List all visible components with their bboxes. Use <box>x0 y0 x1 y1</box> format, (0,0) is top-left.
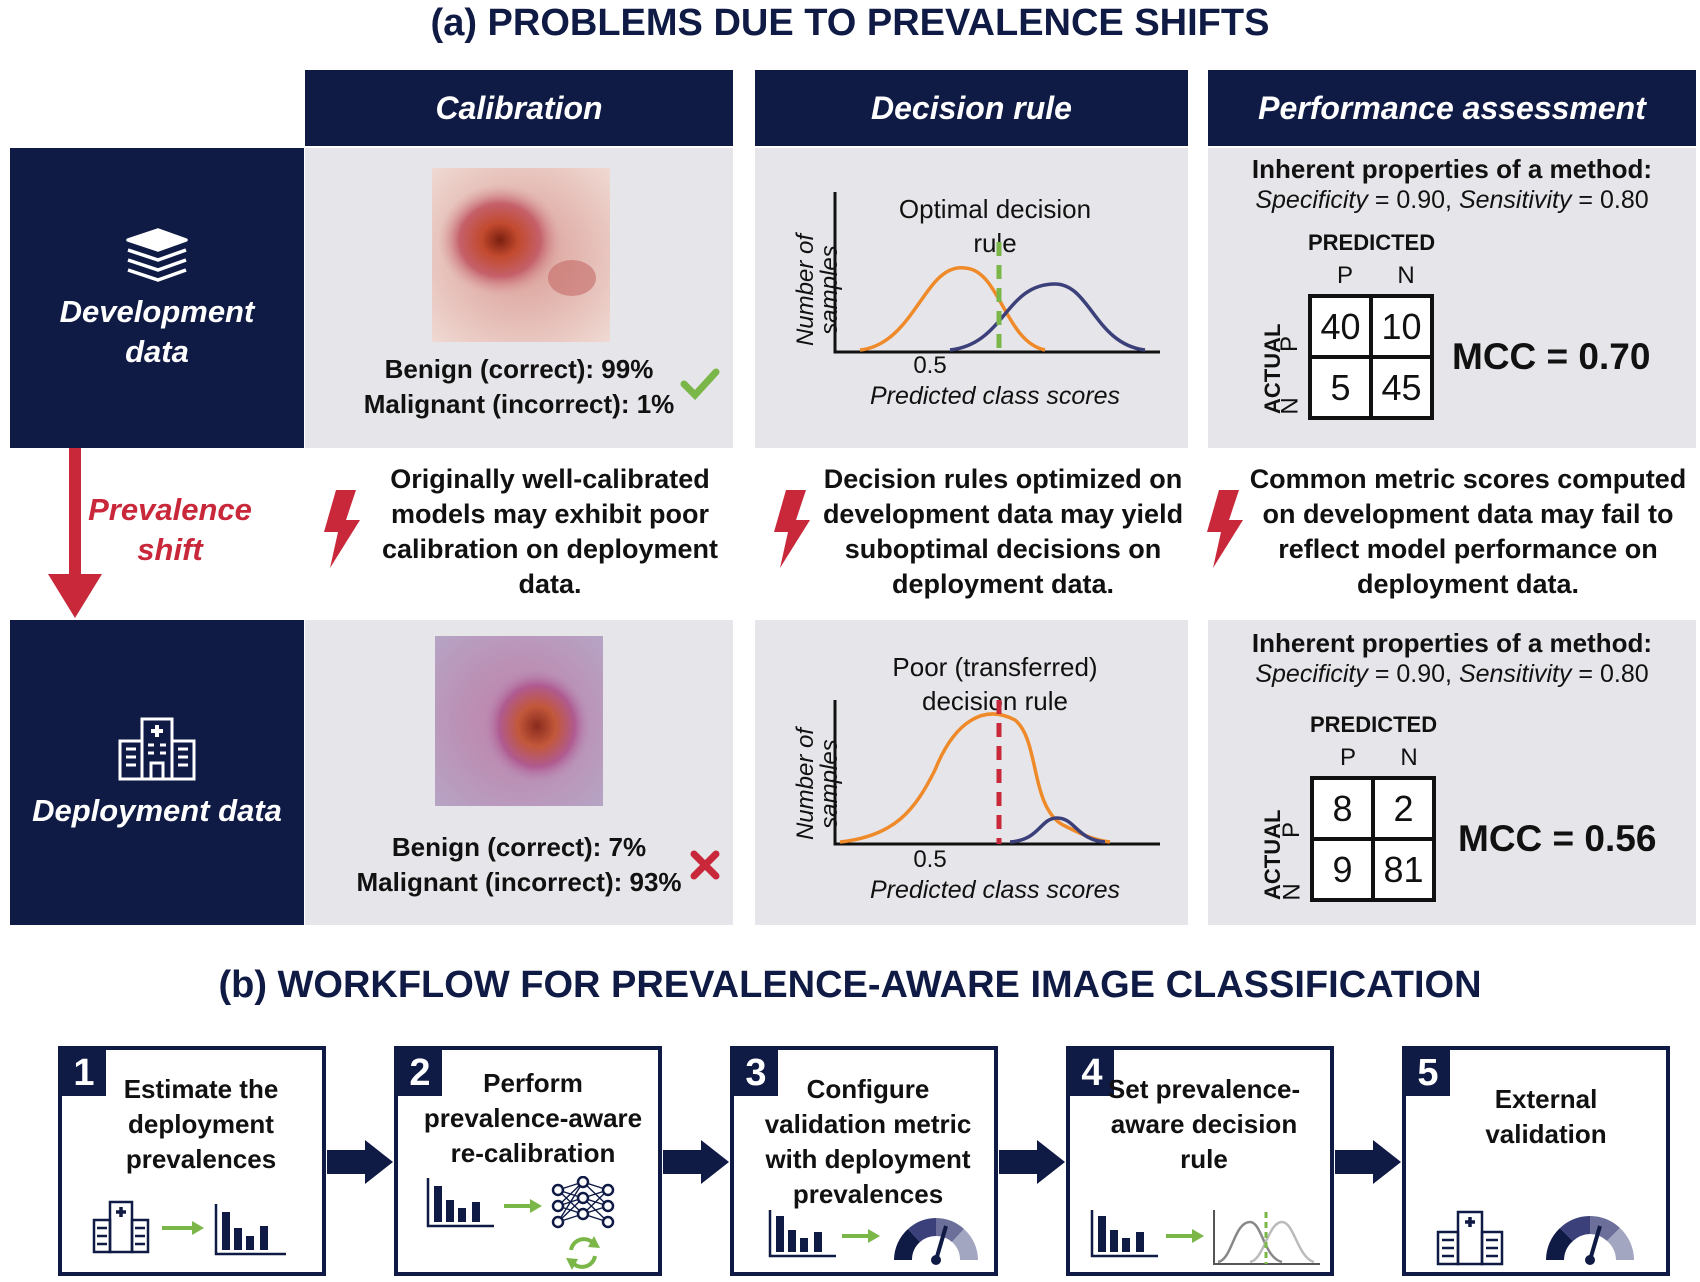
part-a-title: (a) PROBLEMS DUE TO PREVALENCE SHIFTS <box>430 2 1270 44</box>
workflow-arrow-3 <box>999 1140 1065 1184</box>
x-axis-label-dep: Predicted class scores <box>869 876 1121 904</box>
step-2-text: Perform prevalence-aware re-calibration <box>423 1068 643 1168</box>
histogram-to-network-icon <box>426 1176 615 1270</box>
calibration-dep-cell: Benign (correct): 7% Malignant (incorrec… <box>305 620 733 925</box>
workflow-step-1: 1 Estimate the deployment prevalences <box>58 1046 326 1276</box>
hospital-and-gauge-icon <box>1436 1210 1634 1266</box>
step-1-text: Estimate the deployment prevalences <box>123 1074 279 1174</box>
mcc-dep: MCC = 0.56 <box>1458 818 1657 859</box>
decision-rule-dev-cell: Optimal decision rule Number of samples … <box>755 148 1188 448</box>
data-stack-icon <box>126 228 188 282</box>
mcc-dev: MCC = 0.70 <box>1452 336 1651 377</box>
spec-sens-dep: Specificity = 0.90, Sensitivity = 0.80 <box>1255 660 1649 688</box>
poor-rule-label: Poor (transferred) decision rule <box>892 652 1098 716</box>
step-1-number: 1 <box>62 1050 106 1096</box>
column-header-performance: Performance assessment <box>1208 70 1696 146</box>
spec-sens-dev: Specificity = 0.90, Sensitivity = 0.80 <box>1255 186 1649 214</box>
problem-decision-rule: Decision rules optimized on development … <box>822 464 1184 599</box>
lesion-image-dev <box>432 168 610 342</box>
checkmark-icon <box>680 368 720 400</box>
calibration-dev-cell: Benign (correct): 99% Malignant (incorre… <box>305 148 733 448</box>
x-axis-label-dev: Predicted class scores <box>869 382 1121 410</box>
orange-distribution-dep <box>839 712 1111 844</box>
cm-dev-tp: 40 <box>1312 298 1371 357</box>
histogram-to-gauge-icon <box>768 1210 978 1265</box>
calibration-dev-malignant: Malignant (incorrect): 1% <box>363 389 675 419</box>
orange-distribution-dev <box>859 266 1046 352</box>
row-label-development: Development data <box>59 294 255 369</box>
decision-rule-dep-cell: Poor (transferred) decision rule Number … <box>755 620 1188 925</box>
step-3-text: Configure validation metric with deploym… <box>764 1074 972 1209</box>
hospital-icon <box>118 717 196 780</box>
column-header-decision-rule: Decision rule <box>755 70 1188 146</box>
prevalence-shift-arrow <box>48 448 102 618</box>
calibration-dep-malignant: Malignant (incorrect): 93% <box>356 867 682 897</box>
row-header-deployment: Deployment data <box>10 620 304 925</box>
cm-dev-tn: 45 <box>1371 357 1430 416</box>
hospital-to-histogram-icon <box>92 1200 286 1256</box>
workflow-step-5: 5 External validation <box>1402 1046 1670 1276</box>
lightning-icon-calibration <box>324 490 360 568</box>
step-4-text: Set prevalence-aware decision rule <box>1107 1074 1301 1174</box>
cm-dev-fp: 5 <box>1312 357 1371 416</box>
prevalence-shift-label: Prevalence shift <box>88 492 252 567</box>
histogram-to-distribution-icon <box>1090 1210 1320 1265</box>
step-4-number: 4 <box>1070 1050 1114 1096</box>
predicted-label-dev: PREDICTED <box>1308 230 1436 255</box>
workflow-arrow-4 <box>1335 1140 1401 1184</box>
cm-dep-fp: 9 <box>1314 839 1373 898</box>
performance-dep-cell: Inherent properties of a method: Specifi… <box>1208 620 1696 925</box>
tick-label-dep: 0.5 <box>913 846 947 873</box>
cm-dev-fn: 10 <box>1371 298 1430 357</box>
calibration-dev-benign: Benign (correct): 99% <box>384 354 654 384</box>
optimal-rule-label: Optimal decision rule <box>898 194 1092 258</box>
problem-calibration: Originally well-calibrated models may ex… <box>381 464 719 599</box>
step-5-number: 5 <box>1406 1050 1450 1096</box>
confusion-matrix-dev: 40 10 5 45 <box>1308 294 1434 420</box>
distribution-chart-dep <box>833 700 1160 846</box>
confusion-matrix-dep: 8 2 9 81 <box>1310 776 1436 902</box>
step-5-text: External validation <box>1485 1084 1607 1149</box>
predicted-label-dep: PREDICTED <box>1310 712 1438 737</box>
lightning-icon-performance <box>1207 490 1243 568</box>
cm-dep-fn: 2 <box>1373 780 1432 839</box>
navy-distribution-dev <box>949 282 1146 352</box>
part-b-title: (b) WORKFLOW FOR PREVALENCE-AWARE IMAGE … <box>218 964 1482 1006</box>
distribution-chart-dev <box>833 192 1160 354</box>
inherent-properties-heading-dev: Inherent properties of a method: <box>1251 154 1653 184</box>
cross-icon <box>690 850 720 880</box>
row-header-development: Development data <box>10 148 304 448</box>
workflow-arrow-2 <box>663 1140 729 1184</box>
cm-dep-tn: 81 <box>1373 839 1432 898</box>
step-3-number: 3 <box>734 1050 778 1096</box>
cm-dep-tp: 8 <box>1314 780 1373 839</box>
calibration-dep-benign: Benign (correct): 7% <box>391 832 647 862</box>
workflow-step-3: 3 Configure validation metric with deplo… <box>730 1046 998 1276</box>
row-label-deployment: Deployment data <box>32 792 282 828</box>
workflow-step-4: 4 Set prevalence-aware decision rule <box>1066 1046 1334 1276</box>
problem-performance: Common metric scores computed on develop… <box>1249 464 1687 599</box>
lesion-image-dep <box>435 636 603 806</box>
workflow-arrow-1 <box>327 1140 393 1184</box>
navy-distribution-dep <box>1009 816 1106 844</box>
workflow-step-2: 2 Perform prevalence-aware re-calibratio… <box>394 1046 662 1276</box>
step-2-number: 2 <box>398 1050 442 1096</box>
column-header-calibration: Calibration <box>305 70 733 146</box>
tick-label-dev: 0.5 <box>913 352 947 379</box>
performance-dev-cell: Inherent properties of a method: Specifi… <box>1208 148 1696 448</box>
inherent-properties-heading-dep: Inherent properties of a method: <box>1251 628 1653 658</box>
lightning-icon-decision-rule <box>774 490 810 568</box>
